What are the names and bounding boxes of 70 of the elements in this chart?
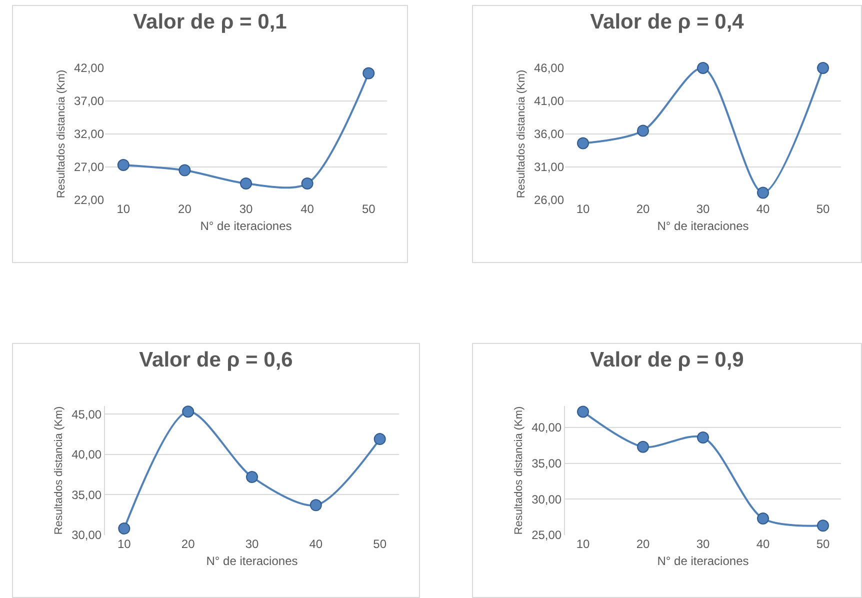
- y-axis-title: Resultados distancia (Km): [56, 70, 68, 198]
- x-tick-label: 40: [756, 537, 770, 551]
- x-tick-label: 20: [178, 202, 192, 216]
- point: [757, 186, 769, 199]
- y-tick-label: 45,00: [72, 407, 102, 422]
- y-tick-label: 25,00: [532, 528, 562, 542]
- chart-title: Valor de ρ = 0,1: [133, 10, 288, 34]
- y-tick-label: 41,00: [534, 94, 564, 108]
- x-tick-label: 30: [696, 537, 710, 551]
- chart-title: Valor de ρ = 0,4: [590, 10, 744, 34]
- y-tick-label: 35,00: [72, 488, 102, 502]
- x-tick-label: 50: [816, 537, 830, 551]
- point: [697, 432, 709, 444]
- y-tick-label: 42,00: [74, 61, 104, 76]
- point: [310, 499, 322, 512]
- y-tick-label: 40,00: [532, 420, 562, 435]
- x-tick-label: 30: [239, 202, 253, 216]
- point: [182, 406, 194, 418]
- point: [757, 512, 769, 525]
- y-tick-label: 30,00: [72, 528, 102, 542]
- x-axis-title: N° de iteraciones: [200, 218, 292, 233]
- y-tick-label: 35,00: [532, 456, 562, 471]
- y-tick-label: 37,00: [74, 94, 104, 108]
- x-tick-label: 40: [309, 537, 323, 551]
- point: [817, 520, 829, 532]
- x-axis-title: N° de iteraciones: [206, 554, 298, 568]
- point: [362, 67, 375, 80]
- x-tick-label: 10: [116, 202, 130, 216]
- point: [118, 522, 130, 535]
- y-tick-label: 36,00: [534, 127, 564, 142]
- y-tick-label: 31,00: [534, 160, 564, 174]
- x-tick-label: 10: [117, 537, 132, 551]
- x-tick-label: 50: [816, 202, 830, 216]
- point: [577, 137, 589, 150]
- y-tick-label: 46,00: [534, 61, 564, 76]
- point: [178, 164, 191, 176]
- x-axis-title: N° de iteraciones: [657, 554, 749, 568]
- y-tick-label: 30,00: [532, 492, 562, 506]
- point: [301, 178, 314, 190]
- y-tick-label: 27,00: [74, 160, 104, 174]
- x-tick-label: 40: [300, 202, 314, 216]
- x-tick-label: 20: [636, 537, 650, 551]
- x-tick-label: 40: [756, 202, 770, 216]
- y-axis-title: Resultados distancia (Km): [516, 70, 528, 198]
- x-tick-label: 30: [696, 202, 710, 216]
- x-tick-label: 10: [576, 537, 590, 551]
- point: [117, 159, 130, 172]
- y-tick-label: 32,00: [74, 127, 104, 142]
- x-tick-label: 10: [576, 202, 590, 216]
- point: [697, 62, 709, 74]
- point: [577, 406, 589, 418]
- y-axis-title: Resultados distancia (Km): [513, 406, 526, 535]
- point: [817, 62, 829, 74]
- x-tick-label: 30: [245, 537, 259, 551]
- x-axis-title: N° de iteraciones: [657, 218, 749, 233]
- x-tick-label: 20: [181, 537, 196, 551]
- point: [246, 470, 258, 483]
- x-tick-label: 50: [373, 537, 387, 551]
- y-tick-label: 40,00: [72, 448, 102, 462]
- point: [637, 440, 649, 453]
- x-tick-label: 50: [362, 202, 376, 216]
- point: [637, 124, 649, 137]
- x-tick-label: 20: [636, 202, 650, 216]
- point: [240, 178, 252, 190]
- y-tick-label: 26,00: [534, 193, 564, 208]
- chart-title: Valor de ρ = 0,6: [139, 348, 293, 372]
- chart-title: Valor de ρ = 0,9: [590, 348, 744, 372]
- y-tick-label: 22,00: [74, 193, 104, 208]
- y-axis-title: Resultados distancia (Km): [53, 406, 66, 535]
- point: [374, 433, 386, 446]
